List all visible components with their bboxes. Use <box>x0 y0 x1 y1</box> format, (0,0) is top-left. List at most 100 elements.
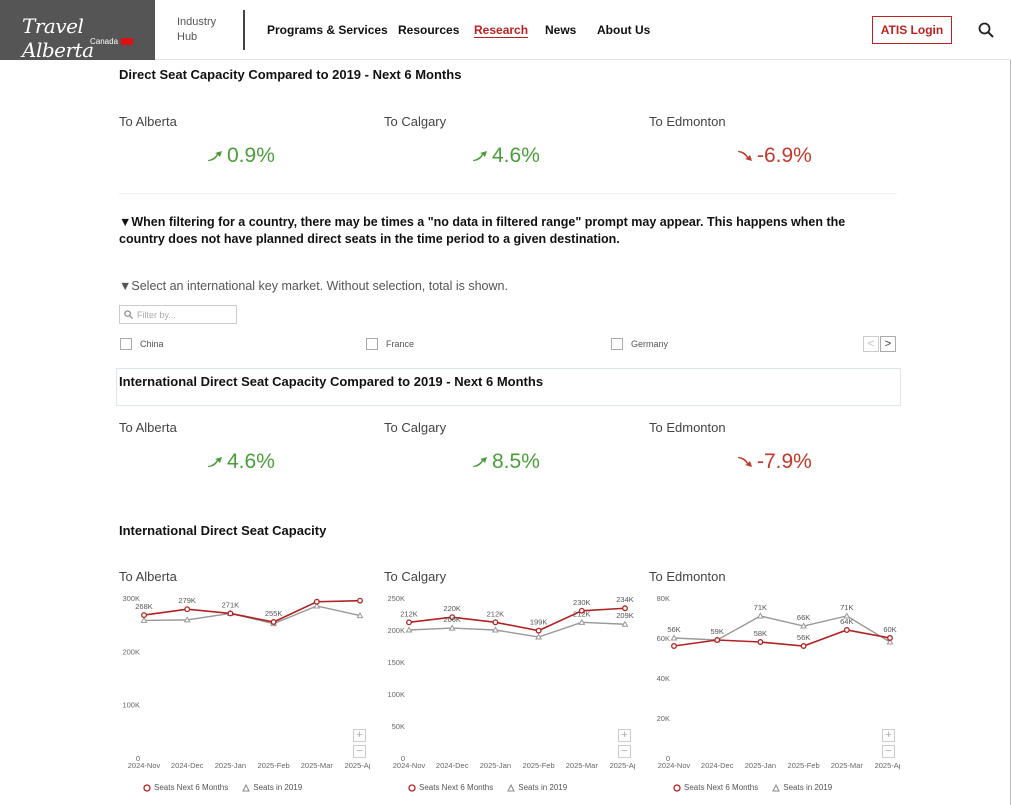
kpi-value: -7.9% <box>757 450 812 473</box>
nav-programs-services[interactable]: Programs & Services <box>267 23 388 37</box>
data-point <box>184 606 191 613</box>
trend-up-icon <box>208 151 222 161</box>
circle-marker-icon <box>673 783 681 792</box>
trend-down-icon <box>738 151 752 161</box>
data-label: 279K <box>178 596 196 605</box>
pager-next-button[interactable]: > <box>880 336 896 352</box>
data-point <box>843 627 850 633</box>
zoom-out-button[interactable]: − <box>882 745 895 758</box>
market-checkbox-germany[interactable]: Germany <box>611 338 668 350</box>
kpi-edmonton-intl: -7.9% <box>737 450 812 474</box>
series-line <box>673 629 891 647</box>
nav-news[interactable]: News <box>545 23 577 37</box>
search-icon[interactable] <box>978 22 994 38</box>
legend-2019[interactable]: Seats in 2019 <box>507 783 567 792</box>
data-label: 59K <box>711 627 724 636</box>
data-label: 255K <box>265 609 283 618</box>
data-label: 71K <box>754 603 767 612</box>
x-tick-label: 2024-Dec <box>436 761 469 770</box>
data-label: 268K <box>135 602 153 611</box>
data-label: 212K <box>573 609 591 618</box>
nav-resources[interactable]: Resources <box>398 23 460 37</box>
y-tick-label: 50K <box>392 722 405 731</box>
x-tick-label: 2025-Mar <box>566 761 599 770</box>
kpi-label-edmonton-intl: To Edmonton <box>649 420 726 435</box>
zoom-in-button[interactable]: + <box>353 729 366 742</box>
zoom-out-button[interactable]: − <box>618 745 631 758</box>
data-point <box>183 616 191 623</box>
industry-hub-label[interactable]: Industry Hub <box>177 16 217 43</box>
checkbox-icon[interactable] <box>611 338 623 350</box>
kpi-value: -6.9% <box>757 144 812 167</box>
kpi-alberta: 0.9% <box>207 144 275 168</box>
market-select-note[interactable]: ▼Select an international key market. Wit… <box>119 279 508 293</box>
data-label: 71K <box>840 603 853 612</box>
triangle-marker-icon <box>507 783 516 791</box>
data-label: 58K <box>754 629 767 638</box>
x-tick-label: 2024-Dec <box>701 761 734 770</box>
x-tick-label: 2025-Mar <box>831 761 864 770</box>
legend-next6[interactable]: Seats Next 6 Months <box>408 783 493 792</box>
checkbox-icon[interactable] <box>120 338 132 350</box>
series-line <box>143 605 361 625</box>
pager-prev-button[interactable]: < <box>863 336 879 352</box>
circle-marker-icon <box>143 783 151 792</box>
kpi-value: 0.9% <box>227 144 275 167</box>
title-box <box>116 368 901 406</box>
chart-legend: Seats Next 6 Months Seats in 2019 <box>143 783 316 792</box>
zoom-out-button[interactable]: − <box>353 745 366 758</box>
x-tick-label: 2025-Apr <box>610 761 635 770</box>
zoom-in-button[interactable]: + <box>882 729 895 742</box>
filter-placeholder: Filter by... <box>137 309 176 320</box>
legend-2019[interactable]: Seats in 2019 <box>772 783 832 792</box>
nav-about-us[interactable]: About Us <box>597 23 651 37</box>
data-point <box>356 611 364 619</box>
data-label: 60K <box>883 625 896 634</box>
zoom-in-button[interactable]: + <box>618 729 631 742</box>
data-point <box>670 634 678 641</box>
data-point <box>886 638 894 645</box>
checkbox-icon[interactable] <box>366 338 378 350</box>
data-label: 220K <box>443 604 461 613</box>
chart-title-edmonton: To Edmonton <box>649 569 726 584</box>
filter-input[interactable]: Filter by... <box>119 305 237 324</box>
market-checkbox-china[interactable]: China <box>120 338 164 350</box>
series-line <box>673 615 891 643</box>
series-line <box>408 621 626 638</box>
x-tick-label: 2024-Nov <box>128 761 161 770</box>
data-point <box>621 620 629 627</box>
y-tick-label: 200K <box>122 647 140 656</box>
kpi-label-edmonton: To Edmonton <box>649 114 726 129</box>
data-point <box>313 602 321 609</box>
data-point <box>270 619 277 625</box>
y-tick-label: 80K <box>657 594 670 603</box>
legend-next6[interactable]: Seats Next 6 Months <box>673 783 758 792</box>
filter-note[interactable]: ▼When filtering for a country, there may… <box>119 215 846 246</box>
y-tick-label: 200K <box>387 626 405 635</box>
market-checkbox-france[interactable]: France <box>366 338 414 350</box>
data-point <box>491 626 499 633</box>
kpi-label-alberta-intl: To Alberta <box>119 420 177 435</box>
legend-next6[interactable]: Seats Next 6 Months <box>143 783 228 792</box>
legend-2019[interactable]: Seats in 2019 <box>242 783 302 792</box>
kpi-value: 8.5% <box>492 450 540 473</box>
section-title-direct-capacity: Direct Seat Capacity Compared to 2019 - … <box>119 67 462 82</box>
travel-alberta-logo[interactable]: Travel Alberta Canada <box>0 0 155 62</box>
y-tick-label: 40K <box>657 674 670 683</box>
kpi-value: 4.6% <box>492 144 540 167</box>
x-tick-label: 2024-Dec <box>171 761 204 770</box>
section-title-intl-seat-capacity: International Direct Seat Capacity <box>119 523 327 538</box>
x-tick-label: 2025-Jan <box>215 761 246 770</box>
data-point <box>887 635 893 641</box>
data-label: 64K <box>840 617 853 626</box>
x-tick-label: 2025-Jan <box>480 761 511 770</box>
atis-login-button[interactable]: ATIS Login <box>872 16 952 44</box>
kpi-label-calgary: To Calgary <box>384 114 447 129</box>
y-tick-label: 100K <box>387 690 405 699</box>
data-point <box>535 633 543 640</box>
kpi-calgary-intl: 8.5% <box>472 450 540 474</box>
y-tick-label: 150K <box>387 658 405 667</box>
nav-research[interactable]: Research <box>474 23 529 37</box>
data-point <box>714 637 721 643</box>
